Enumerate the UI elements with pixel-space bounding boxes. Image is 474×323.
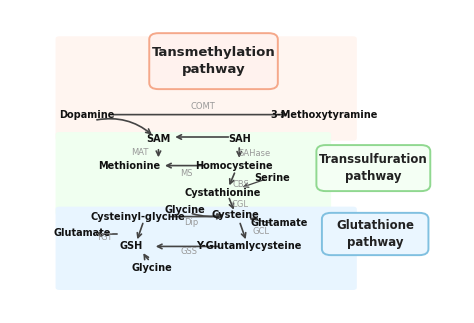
FancyBboxPatch shape xyxy=(322,213,428,255)
Text: Cysteinyl-glycine: Cysteinyl-glycine xyxy=(90,212,185,222)
FancyBboxPatch shape xyxy=(55,132,331,215)
Text: Glutathione
pathway: Glutathione pathway xyxy=(336,219,414,249)
Text: GSS: GSS xyxy=(180,247,197,256)
FancyBboxPatch shape xyxy=(55,207,357,290)
Text: Y-Glutamlycysteine: Y-Glutamlycysteine xyxy=(196,241,301,251)
Text: Glutamate: Glutamate xyxy=(251,218,309,228)
FancyBboxPatch shape xyxy=(149,33,278,89)
Text: Homocysteine: Homocysteine xyxy=(195,161,273,171)
Text: 3-Methoxytyramine: 3-Methoxytyramine xyxy=(270,109,377,120)
Text: Glycine: Glycine xyxy=(164,205,205,214)
Text: Dip: Dip xyxy=(183,218,198,227)
Text: CGL: CGL xyxy=(231,200,248,209)
FancyBboxPatch shape xyxy=(55,36,357,141)
Text: Glutamate: Glutamate xyxy=(54,228,111,238)
Text: Serine: Serine xyxy=(255,173,290,183)
Text: Cysteine: Cysteine xyxy=(212,210,259,220)
Text: Cystathionine: Cystathionine xyxy=(184,188,261,198)
Text: MS: MS xyxy=(180,169,192,178)
Text: COMT: COMT xyxy=(190,102,215,111)
Text: CBS: CBS xyxy=(232,180,249,189)
Text: SAM: SAM xyxy=(146,134,171,144)
Text: MAT: MAT xyxy=(131,148,148,157)
Text: Glycine: Glycine xyxy=(131,263,172,273)
FancyBboxPatch shape xyxy=(316,145,430,191)
Text: Transsulfuration
pathway: Transsulfuration pathway xyxy=(319,153,428,183)
Text: Dopamine: Dopamine xyxy=(59,109,115,120)
Text: Methionine: Methionine xyxy=(98,161,160,171)
Text: Tansmethylation
pathway: Tansmethylation pathway xyxy=(152,47,275,76)
Text: GSH: GSH xyxy=(119,241,143,251)
Text: SAHase: SAHase xyxy=(238,149,271,158)
Text: SAH: SAH xyxy=(228,134,251,144)
Text: GCL: GCL xyxy=(252,227,269,236)
Text: YGT: YGT xyxy=(96,233,112,242)
